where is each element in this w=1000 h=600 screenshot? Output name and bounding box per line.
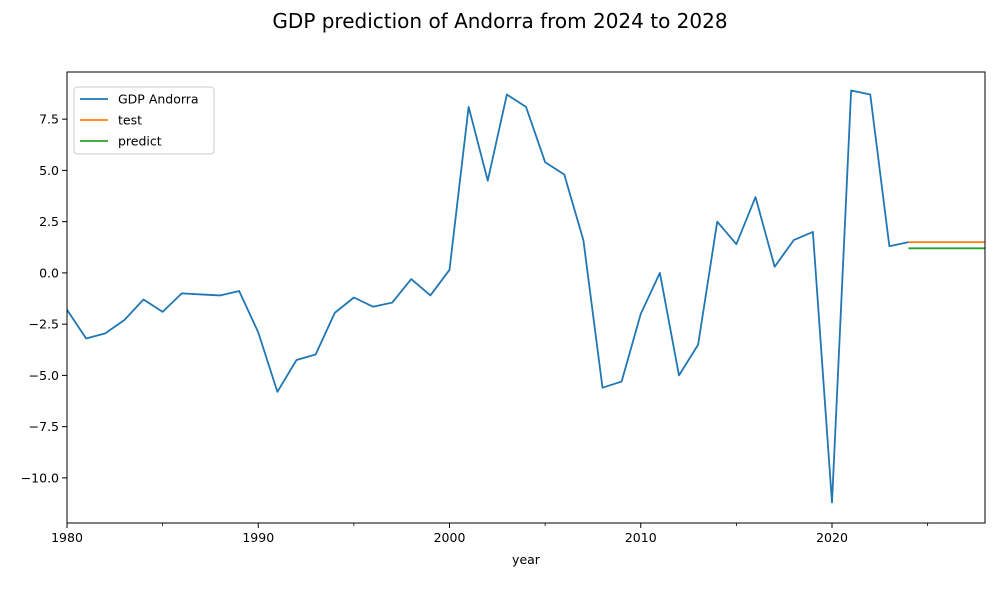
y-tick-label: 5.0	[39, 163, 59, 178]
y-tick-label: 2.5	[39, 214, 59, 229]
x-tick-label: 1990	[242, 530, 274, 545]
plot-frame	[66, 71, 986, 524]
y-tick-label: −2.5	[29, 317, 59, 332]
chart-title: GDP prediction of Andorra from 2024 to 2…	[272, 9, 727, 33]
legend-label: predict	[118, 134, 162, 149]
y-tick-label: −7.5	[29, 419, 59, 434]
legend: GDP Andorra test predict	[73, 86, 215, 155]
x-axis: 1980 1990 2000 2010 2020	[51, 523, 929, 545]
legend-label: GDP Andorra	[118, 92, 199, 107]
legend-box	[73, 86, 215, 155]
x-tick-label: 2000	[434, 530, 466, 545]
legend-label: test	[118, 113, 142, 128]
x-tick-label: 1980	[51, 530, 83, 545]
y-tick-label: −10.0	[21, 470, 59, 485]
y-tick-label: −5.0	[29, 368, 59, 383]
series-line-1	[67, 89, 909, 504]
series-layer	[67, 89, 985, 504]
x-tick-label: 2010	[625, 530, 657, 545]
x-axis-label: year	[512, 552, 541, 567]
y-tick-label: 0.0	[39, 265, 59, 280]
y-tick-label: 7.5	[39, 112, 59, 127]
x-tick-label: 2020	[816, 530, 848, 545]
y-axis: 7.5 5.0 2.5 0.0 −2.5 −5.0 −7.5 −10.0	[21, 112, 67, 485]
